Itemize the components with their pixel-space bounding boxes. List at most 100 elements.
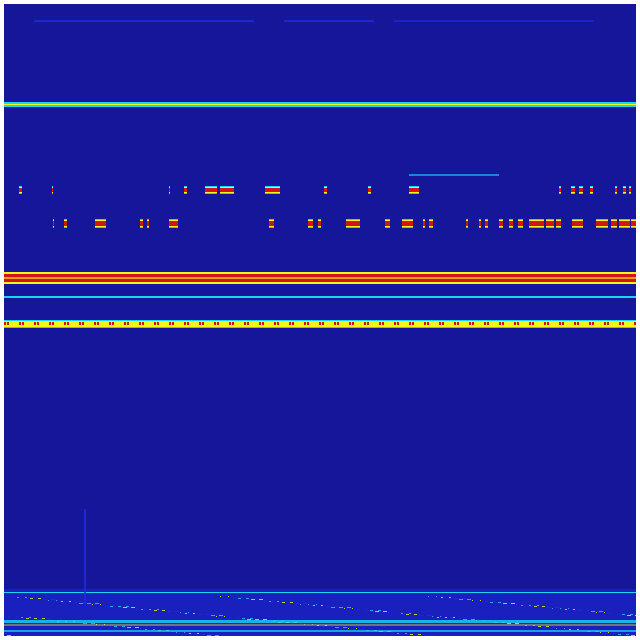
- noisy-band-speck: [169, 322, 171, 325]
- burst-row-2: [308, 221, 313, 226]
- noise-speck: [542, 606, 545, 607]
- noise-speck: [250, 618, 253, 619]
- noise-speck: [118, 606, 121, 607]
- noisy-band-speck: [382, 322, 384, 325]
- noise-speck: [537, 605, 539, 606]
- noisy-band-speck: [439, 322, 441, 325]
- burst-row-1: [590, 188, 593, 192]
- noise-speck: [304, 624, 305, 625]
- noisy-band-speck: [112, 322, 114, 325]
- noise-speck: [39, 619, 43, 620]
- noise-speck: [326, 606, 329, 607]
- noisy-band-speck: [634, 322, 636, 325]
- noise-speck: [69, 601, 71, 602]
- noise-speck: [384, 632, 385, 633]
- noise-speck: [627, 615, 631, 616]
- noisy-band-speck: [559, 322, 561, 325]
- noisy-band-speck: [109, 322, 111, 325]
- noise-speck: [490, 602, 493, 603]
- noisy-band-speck: [604, 322, 606, 325]
- noise-speck: [263, 619, 267, 620]
- noise-speck: [308, 604, 309, 605]
- burst-row-1: [265, 188, 280, 192]
- noise-speck: [122, 626, 125, 627]
- noise-speck: [259, 599, 263, 600]
- noise-speck: [343, 627, 347, 628]
- noise-speck: [556, 628, 557, 629]
- noisy-band-speck: [454, 322, 456, 325]
- noise-speck: [282, 602, 285, 603]
- noise-speck: [92, 604, 93, 605]
- noisy-band-speck: [247, 322, 249, 325]
- burst-row-2: [269, 221, 274, 226]
- noise-speck: [38, 598, 41, 599]
- noise-speck: [229, 617, 231, 618]
- burst-row-2: [596, 221, 608, 226]
- noise-speck: [605, 633, 607, 634]
- noise-speck: [317, 625, 319, 626]
- noise-speck: [206, 614, 209, 615]
- noise-speck: [427, 615, 431, 616]
- noise-speck: [609, 613, 611, 614]
- noise-speck: [515, 623, 519, 624]
- noisy-band-speck: [259, 322, 261, 325]
- noise-speck: [47, 619, 51, 620]
- noise-speck: [141, 609, 143, 610]
- noisy-band-speck: [82, 322, 84, 325]
- noisy-band-speck: [484, 322, 486, 325]
- noise-speck: [188, 612, 189, 613]
- noise-speck: [4, 596, 5, 597]
- noisy-band-speck: [304, 322, 306, 325]
- noise-speck: [251, 599, 255, 600]
- noise-speck: [383, 611, 387, 612]
- burst-row-2: [556, 221, 561, 226]
- noisy-band-speck: [379, 322, 381, 325]
- noise-speck: [136, 608, 137, 609]
- noise-speck: [467, 599, 471, 600]
- noise-speck: [48, 600, 49, 601]
- noise-speck: [185, 613, 187, 614]
- noisy-band-speck: [127, 322, 129, 325]
- noisy-band-speck: [124, 322, 126, 325]
- noise-speck: [521, 605, 523, 606]
- burst-row-2: [385, 221, 390, 226]
- noise-speck: [378, 610, 381, 611]
- noise-speck: [135, 627, 139, 628]
- noise-speck: [356, 628, 357, 629]
- noise-speck: [555, 607, 559, 608]
- noise-speck: [335, 627, 339, 628]
- noise-speck: [353, 629, 355, 630]
- burst-row-2: [346, 221, 360, 226]
- noisy-band-speck: [277, 322, 279, 325]
- noise-speck: [91, 623, 95, 624]
- noise-speck: [626, 634, 629, 635]
- noisy-band-speck: [52, 322, 54, 325]
- noisy-band-speck: [319, 322, 321, 325]
- noisy-band-speck: [4, 322, 6, 325]
- noise-speck: [538, 626, 541, 627]
- bottom-line: [4, 624, 636, 626]
- burst-row-1: [579, 188, 583, 192]
- burst-row-1: [184, 188, 187, 192]
- bottom-line: [4, 620, 636, 623]
- noise-speck: [622, 614, 625, 615]
- noisy-band-speck: [34, 322, 36, 325]
- noise-speck: [219, 615, 223, 616]
- noise-speck: [524, 604, 525, 605]
- noise-speck: [608, 632, 609, 633]
- burst-row-1: [409, 188, 419, 192]
- noise-speck: [565, 609, 567, 610]
- noise-speck: [529, 605, 531, 606]
- noisy-band-speck: [517, 322, 519, 325]
- noise-speck: [79, 603, 83, 604]
- noisy-band-speck: [202, 322, 204, 325]
- noise-speck: [321, 605, 323, 606]
- noisy-band-speck: [442, 322, 444, 325]
- noise-speck: [520, 624, 521, 625]
- noise-speck: [410, 634, 413, 635]
- noise-speck: [552, 608, 553, 609]
- noise-speck: [17, 597, 19, 598]
- noisy-band-speck: [574, 322, 576, 325]
- burst-row-1: [368, 188, 371, 192]
- noise-speck: [83, 623, 87, 624]
